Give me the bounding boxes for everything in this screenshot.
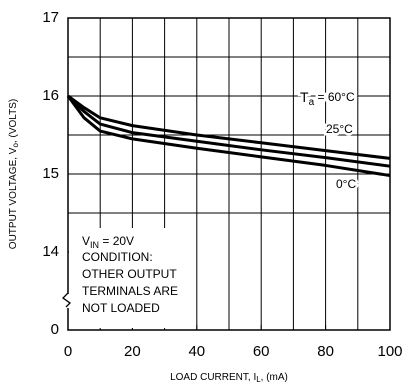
series-label-name: 25°C: [326, 122, 353, 136]
x-tick-label: 20: [124, 343, 141, 360]
x-tick-label: 60: [253, 343, 270, 360]
series-label-prefix: T: [300, 89, 309, 105]
x-axis-label: LOAD CURRENT, IL, (mA): [170, 372, 288, 384]
x-tick-label: 0: [64, 343, 72, 360]
annotation-line: VIN = 20V: [82, 234, 134, 250]
x-tick-label: 80: [317, 343, 334, 360]
y-tick-label: 17: [42, 9, 59, 26]
y-axis-label-text: OUTPUT VOLTAGE, V: [8, 147, 19, 249]
series-line: [66, 95, 391, 178]
x-axis-label-text: LOAD CURRENT, I: [170, 372, 256, 383]
series-label-name: 0°C: [336, 177, 356, 191]
y-axis-label-sub: o: [11, 143, 20, 148]
annotation-line: OTHER OUTPUT: [82, 267, 177, 281]
x-axis-label-text: , (mA): [261, 372, 288, 383]
y-tick-label: 15: [42, 165, 59, 182]
annotation-line: TERMINALS ARE: [82, 284, 178, 298]
y-tick-label: 0: [51, 321, 59, 338]
annotation-text: = 20V: [99, 234, 134, 248]
series-label-sub: a: [309, 97, 315, 108]
series-label-name: 60°C: [328, 90, 355, 104]
annotation-line: NOT LOADED: [82, 301, 160, 315]
y-tick-label: 14: [42, 243, 59, 260]
series-label-prefix: =: [314, 90, 328, 104]
axis-break: [61, 292, 72, 308]
x-axis-label-sub: L: [256, 375, 261, 384]
y-axis-label-text: , (VOLTS): [8, 99, 19, 143]
series-line: [66, 94, 391, 168]
series-line: [67, 94, 391, 160]
x-tick-label: 100: [377, 343, 402, 360]
series-label: 0°C: [336, 177, 356, 191]
annotation-sub: IN: [90, 240, 99, 250]
y-axis-label: OUTPUT VOLTAGE, Vo, (VOLTS): [8, 99, 20, 249]
x-tick-label: 40: [188, 343, 205, 360]
annotation-text: V: [82, 234, 90, 248]
annotation-bg: [69, 228, 183, 328]
y-tick-label: 16: [42, 87, 59, 104]
annotation-line: CONDITION:: [82, 250, 153, 264]
series-label: 25°C: [326, 122, 353, 136]
series-label: Ta = 60°C: [300, 89, 355, 108]
